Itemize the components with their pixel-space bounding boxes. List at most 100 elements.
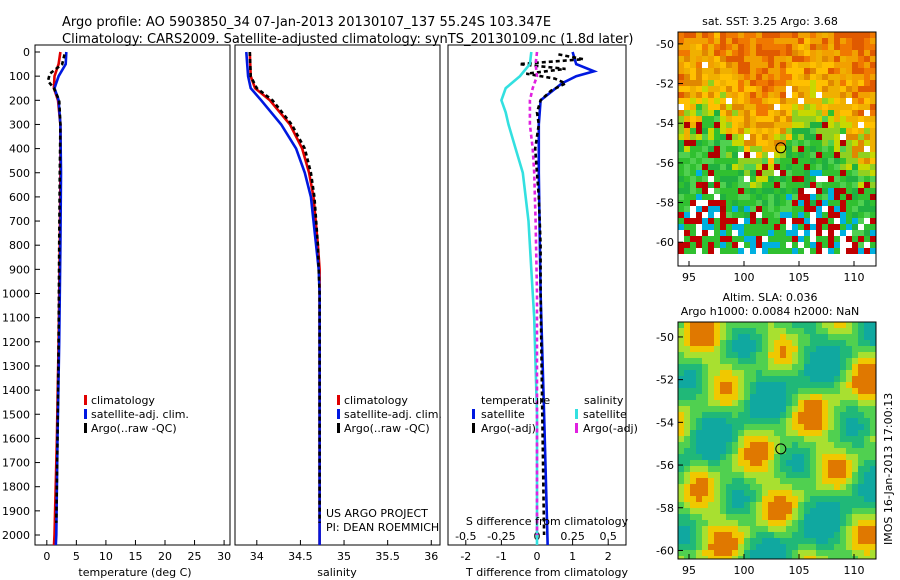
- sst-map-cell: [810, 206, 816, 212]
- sst-map-cell: [774, 218, 780, 224]
- sla-map-cell: [708, 472, 714, 478]
- sst-map-cell: [690, 236, 696, 242]
- sla-map-cell: [762, 538, 768, 544]
- sla-map-cell: [834, 442, 840, 448]
- sla-map-cell: [852, 394, 858, 400]
- sla-map-cell: [858, 406, 864, 412]
- sst-map-cell: [708, 140, 714, 146]
- legend-label-satellite: satellite-adj. clim.: [91, 408, 189, 421]
- sst-map-cell: [798, 50, 804, 56]
- sla-map-cell: [690, 538, 696, 544]
- sla-map-cell: [750, 460, 756, 466]
- sla-map-cell: [690, 478, 696, 484]
- sst-map-cell: [732, 158, 738, 164]
- sla-map-cell: [804, 424, 810, 430]
- sst-map-cell: [834, 50, 840, 56]
- sst-map-cell: [780, 212, 786, 218]
- sst-map-cell: [720, 128, 726, 134]
- sst-map-cell: [786, 188, 792, 194]
- sst-map-cell: [864, 56, 870, 62]
- sst-map-cell: [804, 98, 810, 104]
- sla-map-cell: [768, 508, 774, 514]
- sst-map-cell: [690, 176, 696, 182]
- sla-map-cell: [690, 526, 696, 532]
- sst-map-cell: [840, 230, 846, 236]
- sst-map-cell: [768, 50, 774, 56]
- sst-map-cell: [696, 176, 702, 182]
- t-difference-axis-label: T difference from climatology: [465, 566, 628, 579]
- sst-map-cell: [762, 32, 768, 38]
- sla-map-cell: [756, 502, 762, 508]
- sst-map-cell: [870, 242, 876, 248]
- sst-map-cell: [840, 110, 846, 116]
- sla-map-cell: [690, 358, 696, 364]
- sla-map-cell: [792, 514, 798, 520]
- sst-map-cell: [774, 122, 780, 128]
- sst-map-cell: [714, 128, 720, 134]
- legend-heading-salinity: salinity: [584, 394, 624, 407]
- sla-map-cell: [864, 346, 870, 352]
- sst-map-cell: [846, 98, 852, 104]
- sla-map-cell: [744, 418, 750, 424]
- sla-map-cell: [696, 370, 702, 376]
- sst-map-cell: [684, 104, 690, 110]
- sst-map-cell: [822, 74, 828, 80]
- sst-map-cell: [864, 74, 870, 80]
- sst-map-cell: [798, 164, 804, 170]
- sla-map-cell: [810, 358, 816, 364]
- sst-map-cell: [726, 218, 732, 224]
- sla-map-cell: [714, 538, 720, 544]
- sla-map-cell: [708, 340, 714, 346]
- sst-map-cell: [690, 92, 696, 98]
- sla-map-cell: [696, 448, 702, 454]
- sst-map-cell: [846, 56, 852, 62]
- sla-map-cell: [744, 484, 750, 490]
- sst-map-cell: [828, 176, 834, 182]
- sla-map-cell: [792, 478, 798, 484]
- sla-map-cell: [834, 382, 840, 388]
- sla-map-cell: [684, 460, 690, 466]
- depth-tick-label: 1700: [2, 457, 30, 470]
- temperature-tick-label: 0: [43, 550, 50, 563]
- sla-map-cell: [768, 346, 774, 352]
- sst-map-cell: [720, 122, 726, 128]
- sla-map-cell: [774, 406, 780, 412]
- sla-map-cell: [720, 556, 726, 559]
- t-difference-tick-label: 1: [569, 550, 576, 563]
- sla-map-cell: [846, 352, 852, 358]
- sst-map-cell: [684, 158, 690, 164]
- sst-map-cell: [858, 44, 864, 50]
- sla-map-cell: [690, 520, 696, 526]
- sst-map-cell: [816, 74, 822, 80]
- sla-map-cell: [702, 364, 708, 370]
- sla-map-cell: [720, 436, 726, 442]
- sla-map-cell: [822, 376, 828, 382]
- sla-map-cell: [870, 514, 876, 520]
- sla-map-cell: [702, 376, 708, 382]
- sst-map-cell: [702, 260, 708, 266]
- sst-map-cell: [834, 116, 840, 122]
- sst-lat-tick-label: -52: [656, 78, 674, 91]
- sst-map-cell: [864, 260, 870, 266]
- sst-map-cell: [726, 200, 732, 206]
- sst-map-cell: [696, 158, 702, 164]
- sst-map-cell: [774, 32, 780, 38]
- depth-tick-label: 1300: [2, 360, 30, 373]
- sst-map-cell: [702, 134, 708, 140]
- sla-map-cell: [828, 502, 834, 508]
- sla-map-cell: [810, 388, 816, 394]
- sla-map-cell: [732, 466, 738, 472]
- sla-map-cell: [720, 502, 726, 508]
- sla-map-cell: [744, 472, 750, 478]
- sla-map-cell: [822, 328, 828, 334]
- sla-lon-tick-label: 100: [734, 564, 755, 577]
- sla-map-cell: [714, 556, 720, 559]
- sla-map-cell: [726, 358, 732, 364]
- sla-map-cell: [804, 472, 810, 478]
- sla-map-cell: [726, 526, 732, 532]
- sst-map-cell: [732, 206, 738, 212]
- sst-map-cell: [774, 194, 780, 200]
- sla-map-cell: [864, 412, 870, 418]
- sla-map-cell: [726, 364, 732, 370]
- sla-map-cell: [696, 472, 702, 478]
